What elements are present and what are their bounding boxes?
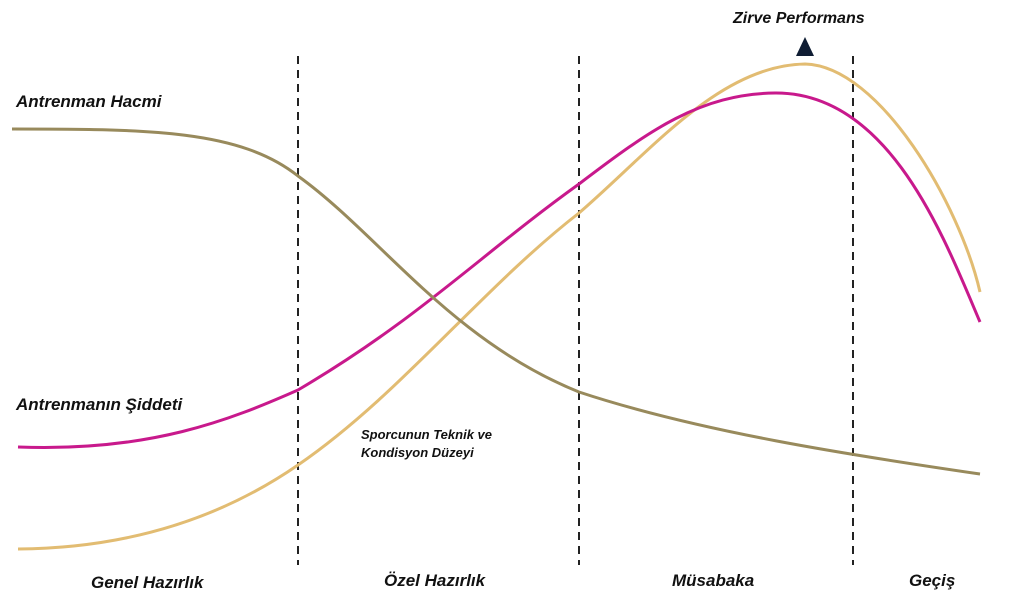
peak-performance-label: Zirve Performans [733, 10, 865, 27]
intensity-label: Antrenmanın Şiddeti [16, 395, 183, 414]
athlete-level-line-2: Kondisyon Düzeyi [361, 445, 474, 460]
phase-label-transition: Geçiş [909, 571, 956, 590]
volume-curve [11, 127, 981, 476]
phase-label-general-preparation: Genel Hazırlık [91, 573, 204, 592]
triangle-up-icon [796, 37, 814, 56]
level-curve [17, 62, 982, 551]
volume-label: Antrenman Hacmi [16, 92, 162, 111]
athlete-level-line-1: Sporcunun Teknik ve [361, 427, 492, 442]
phase-label-specific-preparation: Özel Hazırlık [384, 571, 486, 590]
athlete-level-label: Sporcunun Teknik ve Kondisyon Düzeyi [361, 426, 492, 462]
phase-label-competition: Müsabaka [672, 571, 755, 590]
intensity-curve [17, 91, 982, 449]
